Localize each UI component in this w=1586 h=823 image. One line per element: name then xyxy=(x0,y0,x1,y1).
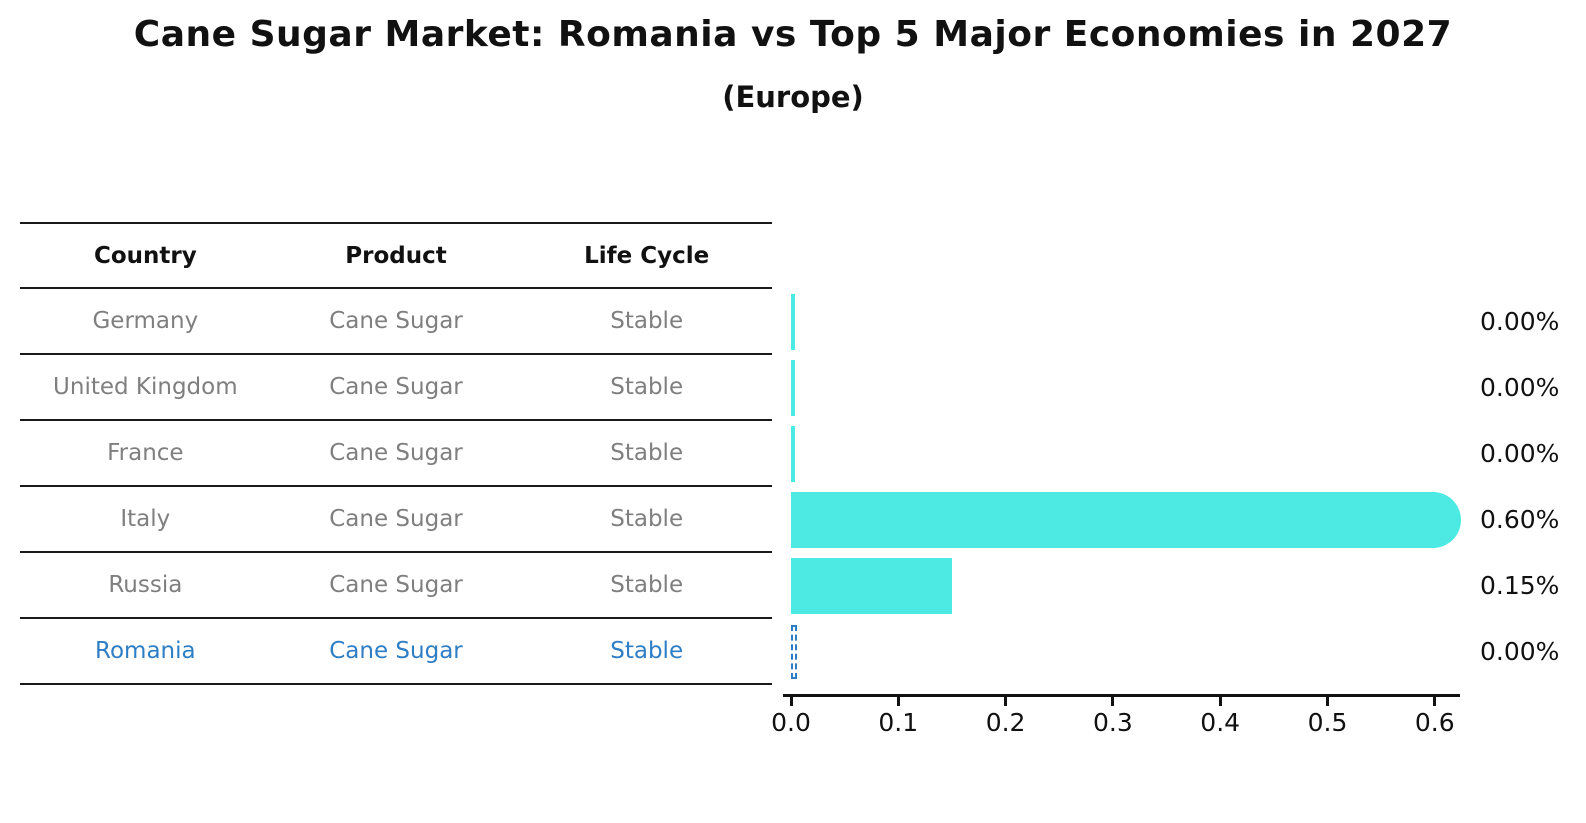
cell-life-cycle: Stable xyxy=(610,506,684,532)
table-row: Russia Cane Sugar Stable xyxy=(20,553,772,619)
x-axis-line xyxy=(783,694,1460,697)
cell-product: Cane Sugar xyxy=(329,374,463,400)
x-axis-tick xyxy=(1111,697,1115,706)
x-axis-tick xyxy=(1433,697,1437,706)
cell-life-cycle: Stable xyxy=(610,374,684,400)
bar-united-kingdom xyxy=(791,360,795,416)
cell-country: United Kingdom xyxy=(53,374,238,400)
cell-country: Russia xyxy=(108,572,183,598)
cell-product: Cane Sugar xyxy=(329,572,463,598)
value-label: 0.15% xyxy=(1480,571,1560,600)
bar-france xyxy=(791,426,795,482)
x-axis-tick xyxy=(1004,697,1008,706)
column-header-country: Country xyxy=(93,242,197,269)
x-axis-tick xyxy=(789,697,793,706)
cell-country: Romania xyxy=(95,638,196,664)
country-table: Country Product Life Cycle Germany Cane S… xyxy=(20,222,772,685)
column-header-life-cycle: Life Cycle xyxy=(584,242,710,269)
table-row: Italy Cane Sugar Stable xyxy=(20,487,772,553)
chart-subtitle: (Europe) xyxy=(722,80,864,114)
cell-product: Cane Sugar xyxy=(329,308,463,334)
column-header-product: Product xyxy=(345,242,447,269)
cell-product: Cane Sugar xyxy=(329,440,463,466)
cell-country: Italy xyxy=(120,506,171,532)
cell-product: Cane Sugar xyxy=(329,506,463,532)
value-label: 0.00% xyxy=(1480,439,1560,468)
bar-germany xyxy=(791,294,795,350)
chart-title: Cane Sugar Market: Romania vs Top 5 Majo… xyxy=(133,14,1453,55)
value-label: 0.60% xyxy=(1480,505,1560,534)
x-axis-tick-label: 0.0 xyxy=(771,708,811,737)
table-body: Germany Cane Sugar Stable United Kingdom Can… xyxy=(20,289,772,685)
x-axis-tick-label: 0.4 xyxy=(1200,708,1241,737)
x-axis-tick xyxy=(896,697,900,706)
cell-life-cycle: Stable xyxy=(610,440,684,466)
table-row: France Cane Sugar Stable xyxy=(20,421,772,487)
x-axis-tick xyxy=(1218,697,1222,706)
bar-russia xyxy=(791,558,952,614)
table-row: Romania Cane Sugar Stable xyxy=(20,619,772,685)
cell-country: Germany xyxy=(92,308,199,334)
value-label: 0.00% xyxy=(1480,307,1560,336)
x-axis-tick-label: 0.1 xyxy=(878,708,919,737)
x-axis-tick xyxy=(1326,697,1329,706)
x-axis-tick-label: 0.6 xyxy=(1414,708,1455,737)
table-row: Germany Cane Sugar Stable xyxy=(20,289,772,355)
value-label: 0.00% xyxy=(1480,373,1560,402)
x-axis-tick-label: 0.2 xyxy=(985,708,1026,737)
table-header-row: Country Product Life Cycle xyxy=(20,224,772,289)
bar-italy xyxy=(791,492,1461,548)
bar-romania xyxy=(791,625,797,679)
cell-life-cycle: Stable xyxy=(610,638,684,664)
cell-life-cycle: Stable xyxy=(610,308,684,334)
x-axis-tick-label: 0.3 xyxy=(1093,708,1133,737)
x-axis-tick-label: 0.5 xyxy=(1307,708,1348,737)
cell-life-cycle: Stable xyxy=(610,572,684,598)
value-label: 0.00% xyxy=(1480,637,1560,666)
cell-country: France xyxy=(107,440,184,466)
cell-product: Cane Sugar xyxy=(329,638,463,664)
table-row: United Kingdom Cane Sugar Stable xyxy=(20,355,772,421)
